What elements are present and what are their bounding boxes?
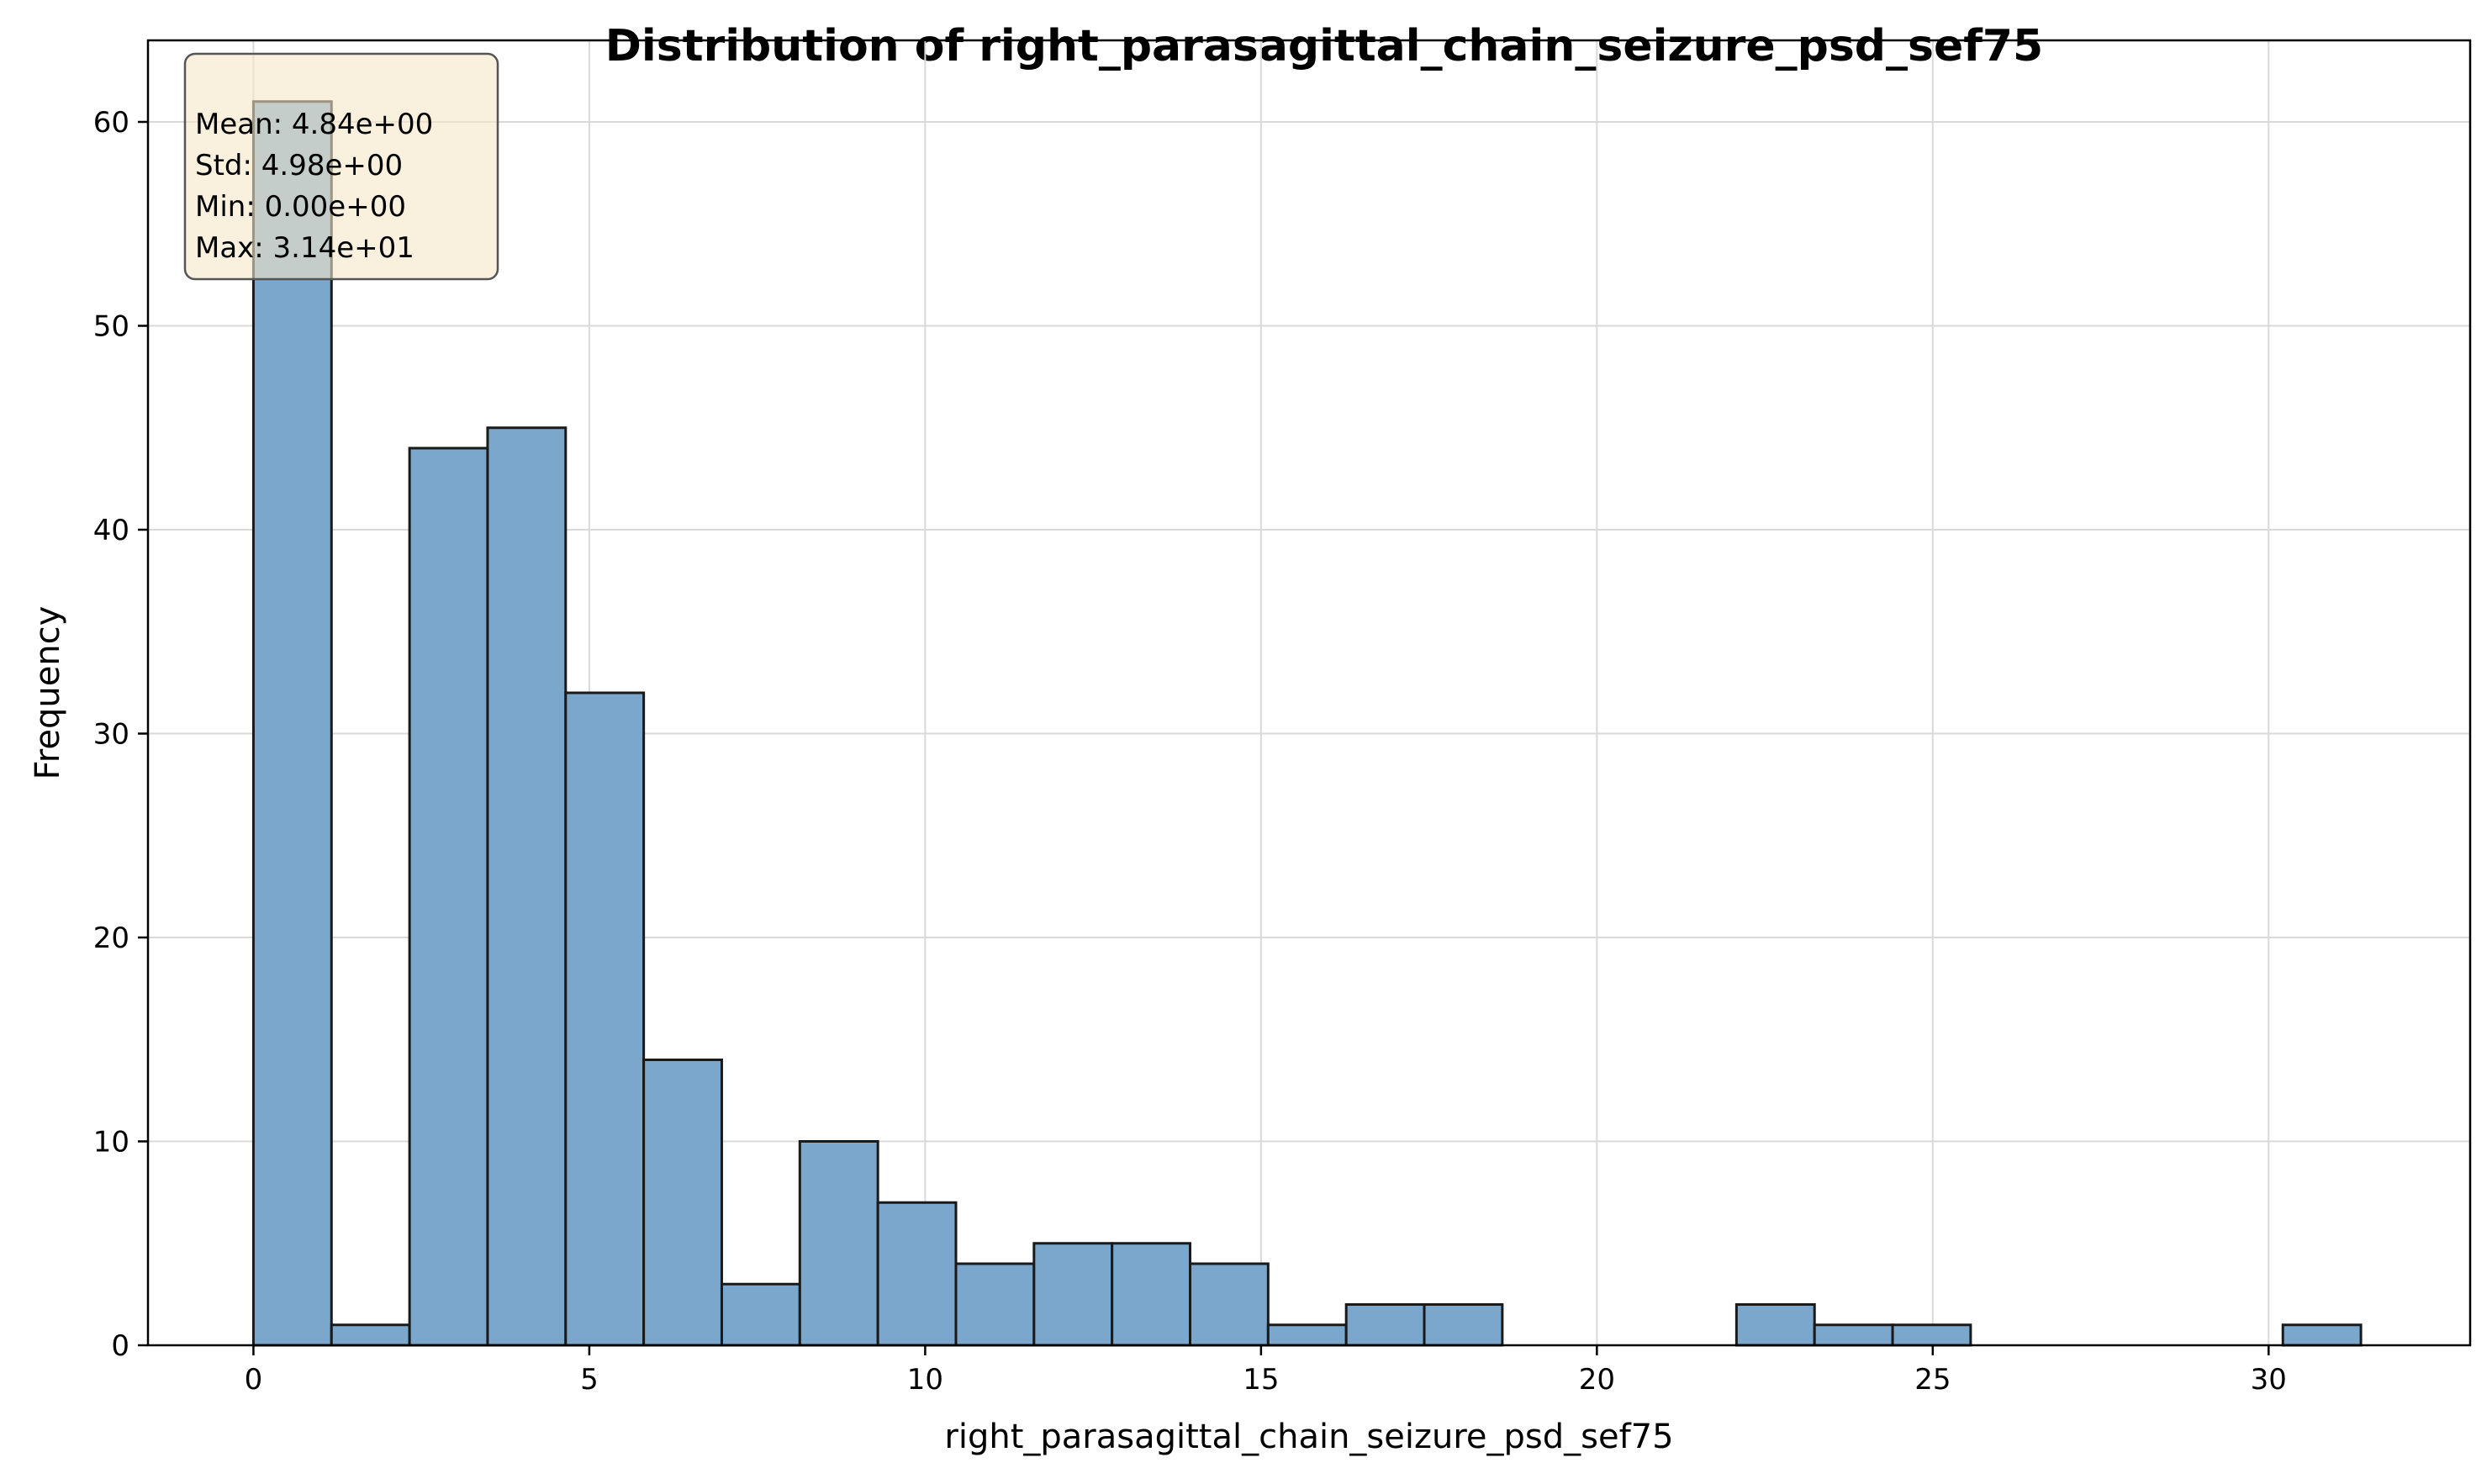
histogram-bar xyxy=(1344,1303,1426,1347)
histogram-bar xyxy=(1266,1323,1348,1347)
x-axis-label: right_parasagittal_chain_seizure_psd_sef… xyxy=(944,1418,1673,1456)
histogram-bar xyxy=(642,1059,723,1347)
y-tick-label: 30 xyxy=(93,718,129,752)
y-tick-label: 50 xyxy=(93,310,129,344)
histogram-bar xyxy=(876,1201,958,1347)
y-tick-label: 20 xyxy=(93,922,129,955)
histogram-bar xyxy=(1813,1323,1894,1347)
stats-std: Std: 4.98e+00 xyxy=(195,149,403,182)
x-tick-label: 30 xyxy=(2251,1363,2287,1397)
x-tick-label: 20 xyxy=(1579,1363,1615,1397)
stats-box-background xyxy=(183,52,499,281)
y-tick-label: 10 xyxy=(93,1126,129,1159)
y-axis-label: Frequency xyxy=(29,606,67,780)
y-tick-label: 40 xyxy=(93,514,129,547)
histogram-bar xyxy=(486,426,568,1347)
x-tick-label: 25 xyxy=(1914,1363,1951,1397)
histogram-bar xyxy=(2281,1323,2363,1347)
histogram-bar xyxy=(798,1140,879,1347)
histogram-bars xyxy=(251,100,2363,1347)
histogram-bar xyxy=(954,1262,1036,1347)
histogram-bar xyxy=(564,691,646,1347)
histogram-bar xyxy=(1891,1323,1972,1347)
stats-max: Max: 3.14e+01 xyxy=(195,231,414,265)
histogram-bar xyxy=(1423,1303,1504,1347)
x-tick-label: 15 xyxy=(1243,1363,1279,1397)
histogram-bar xyxy=(1189,1262,1270,1347)
histogram-bar xyxy=(1032,1242,1114,1347)
histogram-bar xyxy=(408,446,489,1347)
histogram-bar xyxy=(1734,1303,1816,1347)
histogram-bar xyxy=(330,1323,411,1347)
y-tick-label: 0 xyxy=(111,1329,129,1363)
x-tick-label: 0 xyxy=(245,1363,263,1397)
plot-frame xyxy=(146,39,2472,1347)
x-tick-label: 10 xyxy=(907,1363,943,1397)
axis-ticks: 0 5 10 15 20 25 30 0 10 20 30 40 50 60 xyxy=(93,106,2287,1397)
y-tick-label: 60 xyxy=(93,106,129,140)
histogram-bar xyxy=(1111,1242,1192,1347)
chart-title: Distribution of right_parasagittal_chain… xyxy=(605,21,2043,71)
histogram-bar xyxy=(251,100,333,1347)
stats-mean: Mean: 4.84e+00 xyxy=(195,108,433,141)
stats-min: Min: 0.00e+00 xyxy=(195,190,406,224)
stats-box: Mean: 4.84e+00 Std: 4.98e+00 Min: 0.00e+… xyxy=(183,52,499,281)
histogram-bar xyxy=(720,1282,801,1347)
x-tick-label: 5 xyxy=(580,1363,599,1397)
